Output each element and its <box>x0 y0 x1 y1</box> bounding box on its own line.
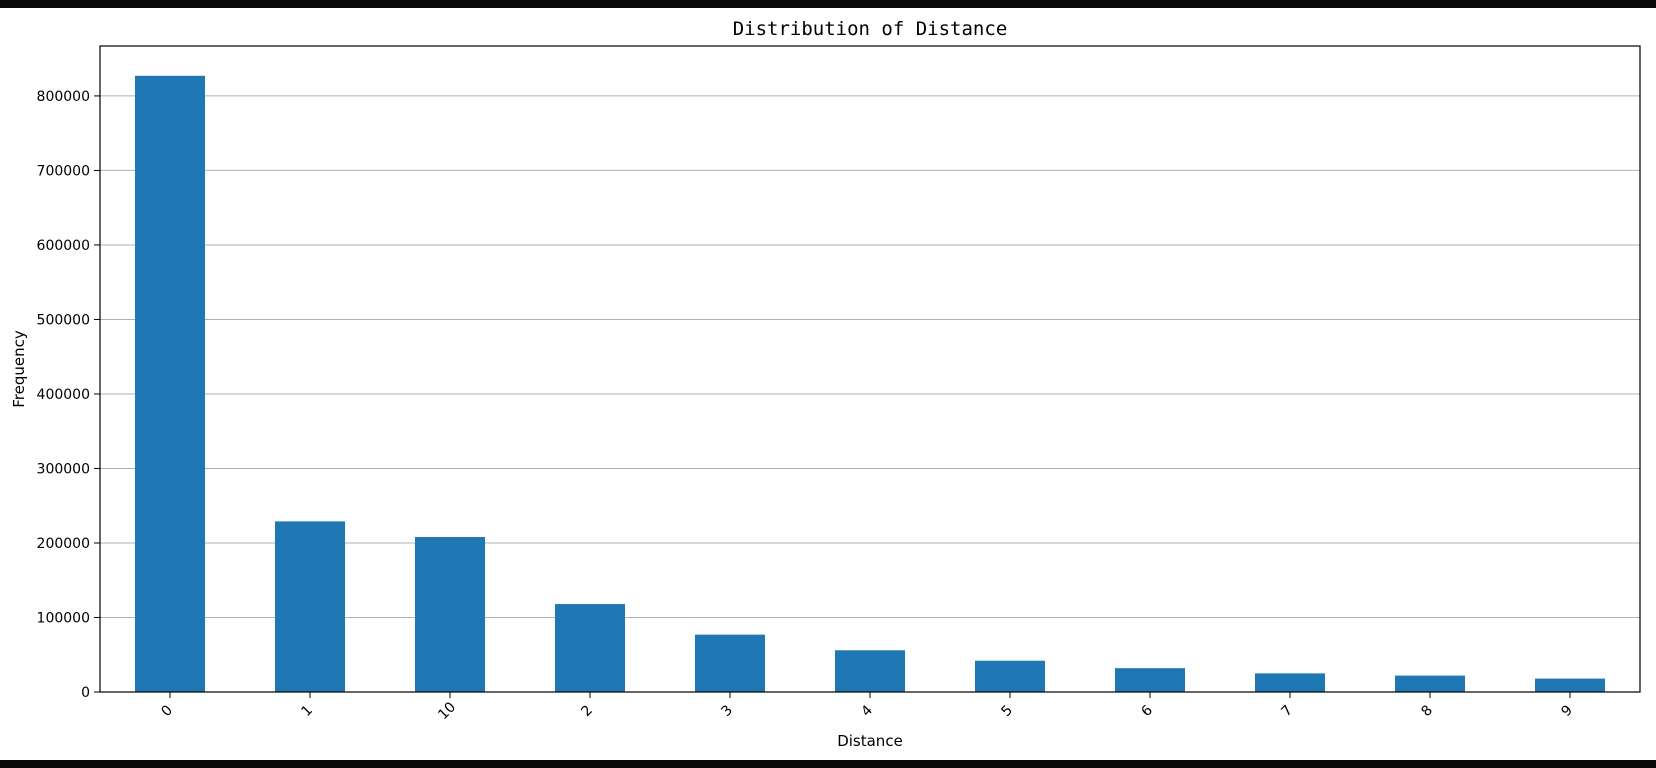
x-tick-label: 9 <box>1558 702 1576 720</box>
y-tick-label: 600000 <box>37 238 90 254</box>
bar-3 <box>695 634 765 692</box>
bar-2 <box>555 604 625 692</box>
x-axis-label: Distance <box>837 732 903 750</box>
bar-5 <box>975 660 1045 692</box>
y-tick-label: 200000 <box>37 536 90 552</box>
y-tick-label: 800000 <box>37 89 90 105</box>
x-axis-ticks: 0 1 10 2 3 4 5 6 7 8 9 <box>158 692 1576 723</box>
x-tick-label: 4 <box>858 702 876 720</box>
y-tick-label: 100000 <box>37 610 90 626</box>
y-tick-label: 400000 <box>37 387 90 403</box>
bar-chart: Distribution of Distance 010000020000030… <box>10 18 1641 750</box>
chart-title: Distribution of Distance <box>733 18 1008 40</box>
x-tick-label: 2 <box>578 702 596 720</box>
figure-canvas: Distribution of Distance 0 100000 200000 30… <box>0 8 1656 760</box>
x-tick-label: 1 <box>298 702 316 720</box>
y-tick-label: 300000 <box>37 461 90 477</box>
x-tick-label: 10 <box>435 699 459 723</box>
x-tick-label: 5 <box>998 702 1016 720</box>
bars <box>135 75 1605 692</box>
x-tick-label: 8 <box>1418 702 1436 720</box>
y-tick-label: 0 <box>81 685 90 701</box>
bar-10 <box>415 537 485 692</box>
x-tick-label: 3 <box>718 702 736 720</box>
y-axis-label: Frequency <box>10 330 28 408</box>
bar-4 <box>835 650 905 692</box>
x-tick-label: 7 <box>1278 702 1296 720</box>
grid-lines <box>100 95 1640 693</box>
bar-8 <box>1395 675 1465 692</box>
bar-9 <box>1535 678 1605 692</box>
bar-0 <box>135 75 205 692</box>
bar-6 <box>1115 668 1185 692</box>
y-tick-label: 700000 <box>37 163 90 179</box>
x-tick-label: 6 <box>1138 702 1156 720</box>
x-tick-label: 0 <box>158 702 176 720</box>
bar-7 <box>1255 673 1325 692</box>
bar-1 <box>275 521 345 692</box>
y-tick-label: 500000 <box>37 312 90 328</box>
y-axis-ticks: 0 100000 200000 300000 400000 500000 600000 700… <box>37 89 100 701</box>
